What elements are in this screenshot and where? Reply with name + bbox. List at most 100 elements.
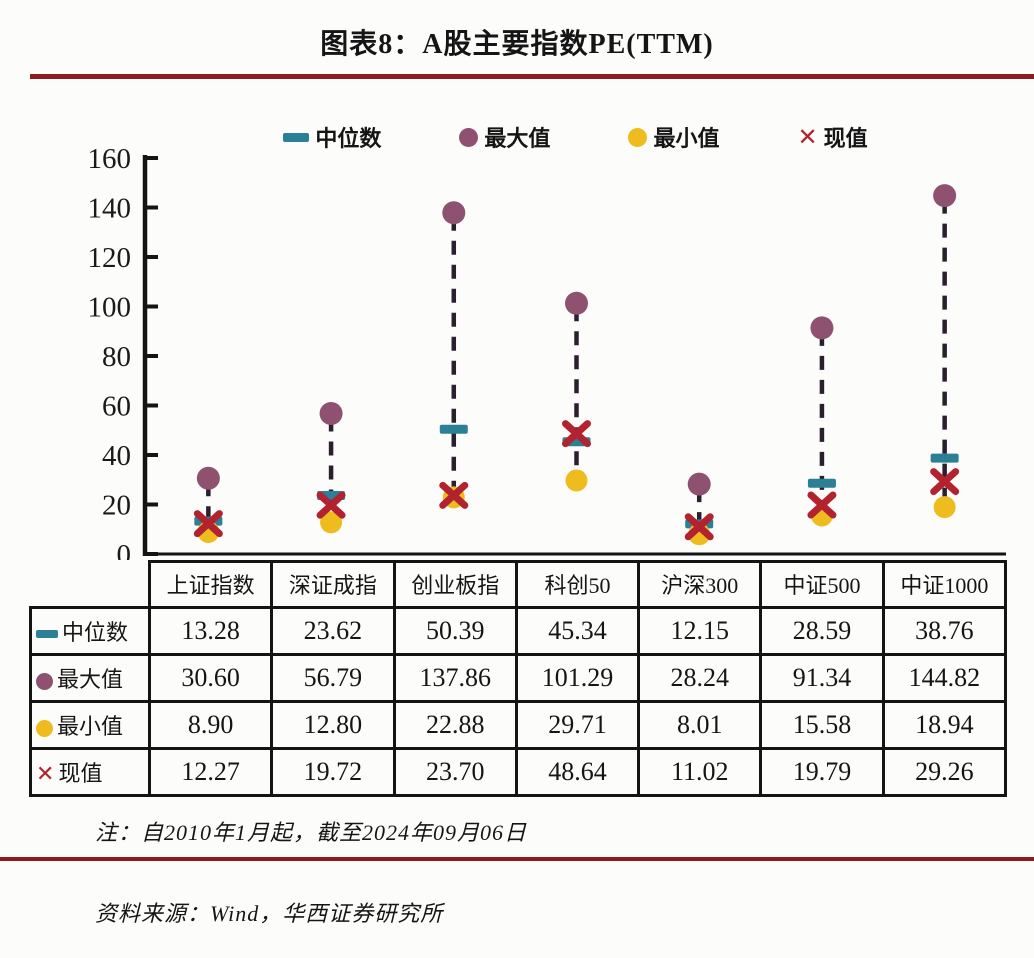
median-marker	[930, 453, 959, 463]
chart-legend: 中位数 最大值 最小值 现值	[145, 121, 1006, 153]
legend-item-max: 最大值	[459, 121, 550, 153]
min-marker	[933, 496, 956, 519]
chart-note: 注：自2010年1月起，截至2024年09月06日	[95, 820, 528, 845]
current-x-marker	[316, 491, 346, 519]
table-value-cell: 28.59	[759, 605, 885, 656]
table-row: 最大值 30.60 56.79 137.86 101.29 28.24 91.34 144.8…	[29, 652, 1008, 703]
legend-item-median: 中位数	[283, 121, 381, 153]
row-label: 最大值	[57, 666, 124, 692]
max-marker	[196, 466, 220, 490]
table-header-cell: 沪深300	[637, 560, 763, 609]
median-dash-icon	[283, 132, 310, 142]
table-value-cell: 12.80	[270, 699, 396, 750]
table-value-cell: 29.26	[881, 746, 1008, 797]
table-value-cell: 22.88	[392, 699, 518, 750]
row-label-cell: 最大值	[29, 652, 151, 703]
table-header-cell: 创业板指	[392, 560, 518, 609]
median-marker	[439, 424, 468, 434]
max-marker	[810, 316, 834, 340]
table-value-cell: 8.01	[637, 699, 763, 750]
max-marker	[319, 401, 343, 425]
table-row: 中位数 13.28 23.62 50.39 45.34 12.15 28.59 38.76	[29, 605, 1008, 656]
legend-label-median: 中位数	[315, 126, 382, 151]
current-x-marker	[684, 513, 714, 541]
y-axis-tick-label: 60	[102, 391, 131, 423]
table-value-cell: 30.60	[147, 652, 274, 703]
max-circle-icon	[36, 672, 53, 690]
row-label: 现值	[58, 760, 103, 786]
pe-table-body: 上证指数 深证成指 创业板指 科创50 沪深300 中证500 中证1000 中位数 13.28…	[29, 560, 1008, 797]
title-separator-line	[30, 74, 1034, 79]
table-value-cell: 28.24	[637, 652, 763, 703]
table-value-cell: 8.90	[147, 699, 274, 750]
min-marker	[320, 511, 343, 534]
table-value-cell: 91.34	[759, 652, 885, 703]
row-label: 中位数	[62, 619, 129, 645]
table-value-cell: 19.79	[759, 746, 885, 797]
y-axis-tick-label: 20	[102, 490, 131, 522]
median-marker	[807, 478, 836, 488]
row-label-cell: 最小值	[29, 699, 151, 750]
legend-label-min: 最小值	[653, 126, 720, 151]
current-x-marker	[807, 491, 837, 519]
max-marker	[565, 291, 588, 315]
table-row: 最小值 8.90 12.80 22.88 29.71 8.01 15.58 18.94	[29, 699, 1008, 750]
y-axis-tick-label: 80	[102, 341, 131, 373]
table-value-cell: 144.82	[881, 652, 1008, 703]
footer-separator-line	[0, 857, 1034, 861]
row-label-cell: 中位数	[29, 605, 151, 656]
y-axis-tick-label: 0	[117, 539, 132, 560]
min-marker	[565, 469, 588, 492]
table-value-cell: 15.58	[759, 699, 885, 750]
row-label: 最小值	[57, 713, 124, 739]
table-value-cell: 18.94	[881, 699, 1008, 750]
table-header-cell: 中证500	[759, 560, 885, 609]
table-value-cell: 12.27	[147, 746, 274, 797]
median-dash-icon	[36, 630, 58, 639]
table-value-cell: 101.29	[514, 652, 641, 703]
row-label-cell: 现值	[29, 746, 151, 797]
table-header-cell: 中证1000	[881, 560, 1008, 609]
y-axis-tick-label: 100	[88, 292, 132, 324]
current-x-marker	[562, 420, 591, 448]
current-x-icon	[797, 125, 817, 149]
table-value-cell: 38.76	[881, 605, 1008, 656]
max-marker	[442, 201, 466, 225]
y-axis-tick-label: 160	[88, 143, 132, 175]
table-value-cell: 137.86	[392, 652, 518, 703]
max-circle-icon	[459, 127, 479, 147]
max-marker	[687, 472, 711, 496]
table-value-cell: 56.79	[270, 652, 396, 703]
legend-item-current: 现值	[797, 121, 868, 153]
table-header-cell: 上证指数	[147, 560, 274, 609]
table-value-cell: 23.62	[270, 605, 396, 656]
min-circle-icon	[36, 719, 53, 737]
current-x-icon	[36, 764, 54, 786]
legend-item-min: 最小值	[628, 121, 719, 153]
legend-label-max: 最大值	[484, 126, 551, 151]
min-circle-icon	[628, 127, 648, 147]
table-value-cell: 13.28	[147, 605, 274, 656]
y-axis-tick-label: 120	[88, 242, 132, 274]
figure-title: 图表8：A股主要指数PE(TTM)	[320, 29, 714, 60]
pe-chart: 0 20 40 60 80 100 120 140 160	[88, 143, 1006, 560]
table-header-row: 上证指数 深证成指 创业板指 科创50 沪深300 中证500 中证1000	[31, 560, 1008, 609]
table-value-cell: 19.72	[270, 746, 396, 797]
table-header-cell: 深证成指	[270, 560, 396, 609]
table-blank-cell	[31, 562, 150, 608]
data-source: 资料来源：Wind，华西证券研究所	[95, 901, 444, 926]
current-x-marker	[439, 481, 469, 509]
current-x-marker	[193, 510, 223, 538]
current-x-marker	[930, 468, 960, 496]
table-value-cell: 23.70	[392, 746, 518, 797]
table-value-cell: 29.71	[514, 699, 641, 750]
y-axis-tick-label: 140	[88, 193, 132, 225]
max-marker	[933, 184, 957, 208]
table-value-cell: 48.64	[514, 746, 641, 797]
table-value-cell: 12.15	[637, 605, 763, 656]
pe-data-table: 上证指数 深证成指 创业板指 科创50 沪深300 中证500 中证1000 中位数 13.28…	[29, 560, 1008, 797]
legend-label-current: 现值	[823, 126, 868, 151]
y-axis-tick-label: 40	[102, 440, 131, 472]
